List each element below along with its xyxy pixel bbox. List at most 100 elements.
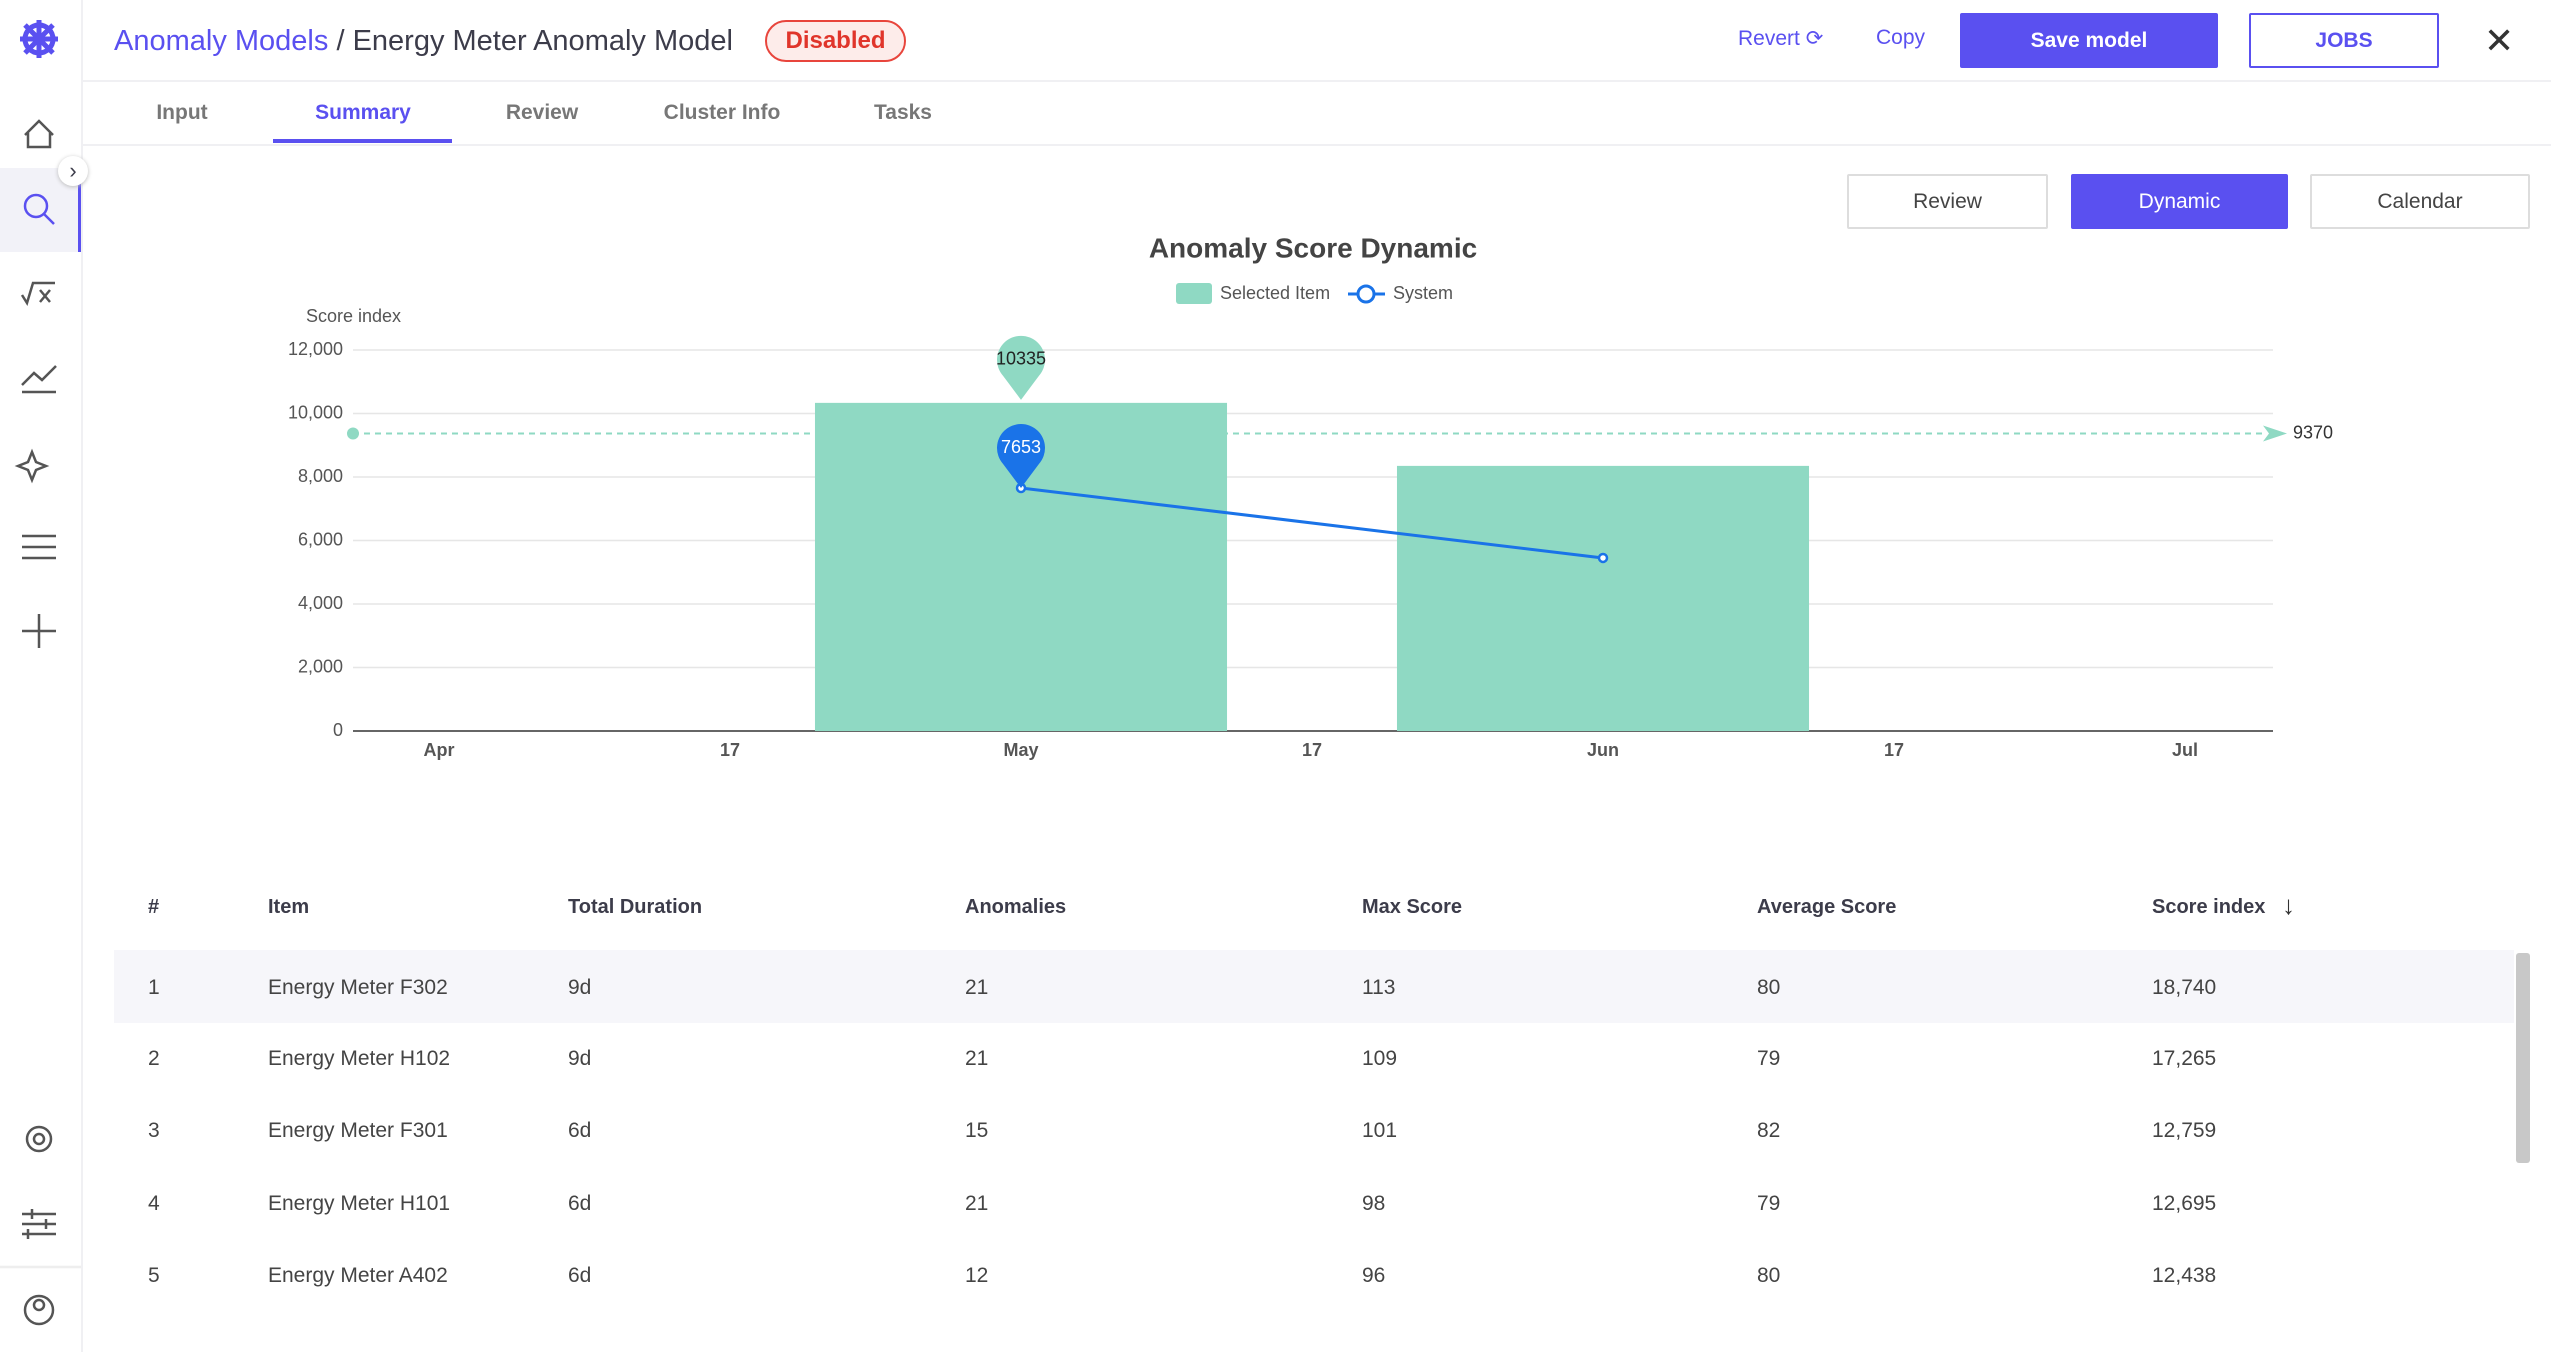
column-header: # xyxy=(148,896,160,918)
scrollbar[interactable] xyxy=(2516,953,2530,1163)
status-badge: Disabled xyxy=(765,20,906,62)
table-cell: 15 xyxy=(965,1119,989,1142)
sort-icon[interactable]: ↓ xyxy=(2282,890,2295,920)
row-highlight xyxy=(114,950,2514,1023)
list-icon xyxy=(22,534,56,560)
table-cell: 12,759 xyxy=(2152,1119,2217,1142)
table-cell: 113 xyxy=(1362,976,1396,999)
y-tick-label: 4,000 xyxy=(298,593,343,613)
logo xyxy=(20,20,58,58)
jobs-button[interactable]: JOBS xyxy=(2249,13,2439,68)
column-header: Anomalies xyxy=(965,896,1067,918)
table-cell: Energy Meter H101 xyxy=(268,1192,451,1215)
table-cell: 79 xyxy=(1757,1192,1781,1215)
x-tick-label: May xyxy=(1003,740,1038,760)
y-tick-label: 6,000 xyxy=(298,529,343,549)
legend-label: Selected Item xyxy=(1220,283,1330,303)
chart: Anomaly Score Dynamic Score index 0 2,000… xyxy=(288,232,2333,760)
chart-title: Anomaly Score Dynamic xyxy=(1149,232,1477,263)
tab[interactable]: Summary xyxy=(315,101,411,124)
table-cell: 2 xyxy=(148,1047,160,1070)
x-tick-label: 17 xyxy=(1884,740,1904,760)
table-cell: 82 xyxy=(1757,1119,1781,1142)
tab[interactable]: Review xyxy=(505,101,579,124)
x-tick-label: 17 xyxy=(1302,740,1322,760)
table-cell: 80 xyxy=(1757,976,1781,999)
bar xyxy=(1396,465,1810,731)
x-tick-label: Jun xyxy=(1587,740,1619,760)
header-border xyxy=(81,80,2551,82)
table-cell: 9d xyxy=(568,1047,592,1070)
average-start xyxy=(347,427,359,440)
y-tick-label: 10,000 xyxy=(288,402,343,422)
pin-marker xyxy=(996,423,1045,489)
legend-label: System xyxy=(1393,283,1453,303)
line xyxy=(1020,486,1604,560)
y-tick-label: 2,000 xyxy=(298,656,343,676)
line-point xyxy=(1597,552,1609,564)
table-cell: 109 xyxy=(1362,1047,1398,1070)
settings-icon xyxy=(25,1125,53,1153)
filters-icon xyxy=(22,1209,56,1239)
column-header[interactable]: Score index xyxy=(2152,896,2266,918)
y-tick-label: 0 xyxy=(333,720,343,740)
search-icon xyxy=(43,213,55,225)
add-icon xyxy=(22,614,56,648)
magic-icon xyxy=(14,448,50,484)
breadcrumb: Anomaly Models / Energy Meter Anomaly Mo… xyxy=(114,22,733,60)
column-header: Total Duration xyxy=(568,896,703,918)
tab[interactable]: Cluster Info xyxy=(663,101,781,124)
tabs-border xyxy=(81,144,2551,146)
tab[interactable]: Input xyxy=(156,101,208,124)
table-cell: Energy Meter F302 xyxy=(268,976,448,999)
sidebar-icons xyxy=(0,20,81,1326)
table-cell: 6d xyxy=(568,1119,592,1142)
y-tick-label: 12,000 xyxy=(288,339,343,359)
trend-icon xyxy=(21,365,57,394)
revert-button[interactable]: Revert ⟳ xyxy=(1738,27,1824,50)
revert-label: Revert xyxy=(1738,27,1800,50)
breadcrumb-separator: / xyxy=(336,25,345,57)
view-button[interactable]: Dynamic xyxy=(2071,174,2288,229)
x-tick-label: 17 xyxy=(720,740,740,760)
table-cell: 80 xyxy=(1757,1264,1781,1287)
x-tick-label: Apr xyxy=(424,740,455,760)
table-cell: 21 xyxy=(965,1047,989,1070)
table-cell: 12,695 xyxy=(2152,1192,2217,1215)
table-cell: 98 xyxy=(1362,1192,1386,1215)
x-tick-label: Jul xyxy=(2172,740,2198,760)
active-tab-indicator xyxy=(273,139,452,143)
view-button[interactable]: Calendar xyxy=(2310,174,2530,229)
table-cell: 9d xyxy=(568,976,592,999)
formula-icon xyxy=(20,281,55,307)
view-button[interactable]: Review xyxy=(1847,174,2048,229)
expand-sidebar[interactable]: › xyxy=(58,156,88,186)
legend-marker xyxy=(1356,284,1376,304)
y-axis-label: Score index xyxy=(306,306,401,326)
table-cell: 21 xyxy=(965,1192,989,1215)
copy-button[interactable]: Copy xyxy=(1876,26,1926,49)
tab[interactable]: Tasks xyxy=(874,101,932,124)
data-label: 7653 xyxy=(1001,437,1041,457)
close-button[interactable]: ✕ xyxy=(2484,20,2515,61)
average-arrow xyxy=(2263,425,2287,442)
column-header: Item xyxy=(268,896,310,918)
model-title: Energy Meter Anomaly Model xyxy=(352,25,733,57)
breadcrumb-link[interactable]: Anomaly Models xyxy=(114,25,329,57)
table-cell: 1 xyxy=(148,976,160,999)
column-header: Average Score xyxy=(1757,896,1897,918)
table-cell: Energy Meter A402 xyxy=(268,1264,448,1287)
column-header: Max Score xyxy=(1362,896,1463,918)
table-cell: 12,438 xyxy=(2152,1264,2217,1287)
legend-swatch xyxy=(1176,283,1212,304)
table-cell: 79 xyxy=(1757,1047,1781,1070)
table-cell: 6d xyxy=(568,1264,592,1287)
table-cell: 12 xyxy=(965,1264,989,1287)
y-tick-label: 8,000 xyxy=(298,466,343,486)
save-button[interactable]: Save model xyxy=(1960,13,2218,68)
home-icon xyxy=(24,119,54,149)
table-cell: 18,740 xyxy=(2152,976,2217,999)
sidebar: › xyxy=(0,0,88,1352)
table-cell: Energy Meter F301 xyxy=(268,1119,448,1142)
